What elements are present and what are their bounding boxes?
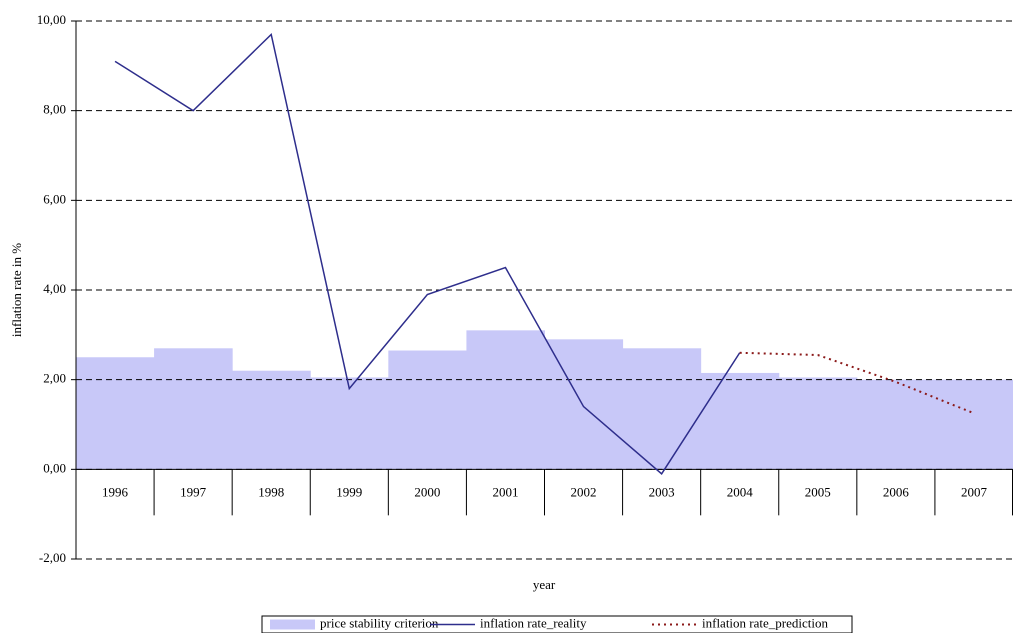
legend-box bbox=[261, 615, 853, 633]
y-tick-label: 8,00 bbox=[43, 102, 66, 117]
area-step bbox=[76, 357, 155, 470]
x-tick-label: 1996 bbox=[102, 484, 129, 499]
area-step bbox=[232, 370, 311, 470]
area-step bbox=[466, 330, 545, 470]
area-step bbox=[856, 379, 936, 470]
y-tick-label: -2,00 bbox=[39, 550, 66, 565]
area-step bbox=[154, 348, 233, 470]
x-axis-label: year bbox=[533, 577, 556, 592]
line-series bbox=[114, 32, 741, 475]
x-tick-label: 1998 bbox=[258, 484, 284, 499]
area-step bbox=[388, 350, 467, 470]
area-step bbox=[310, 377, 389, 470]
x-tick-label: 2003 bbox=[649, 484, 675, 499]
legend-label: price stability criterion bbox=[320, 615, 439, 630]
x-tick-label: 1999 bbox=[336, 484, 362, 499]
x-tick-label: 2002 bbox=[571, 484, 597, 499]
y-tick-label: 4,00 bbox=[43, 281, 66, 296]
x-tick-label: 2005 bbox=[805, 484, 831, 499]
x-tick-label: 2000 bbox=[414, 484, 440, 499]
y-tick-label: 10,00 bbox=[37, 12, 66, 27]
y-axis-label: inflation rate in % bbox=[9, 243, 24, 337]
y-tick-label: 6,00 bbox=[43, 191, 66, 206]
y-tick-label: 0,00 bbox=[43, 460, 66, 475]
area-step bbox=[622, 348, 702, 470]
x-tick-label: 2007 bbox=[961, 484, 988, 499]
x-tick-label: 2001 bbox=[492, 484, 518, 499]
x-tick-label: 2006 bbox=[883, 484, 910, 499]
legend-label: inflation rate_reality bbox=[480, 615, 587, 630]
area-step bbox=[700, 372, 780, 470]
legend-swatch bbox=[270, 619, 315, 630]
x-tick-label: 1997 bbox=[180, 484, 207, 499]
area-step bbox=[778, 377, 858, 470]
y-tick-label: 2,00 bbox=[43, 371, 66, 386]
x-tick-label: 2004 bbox=[727, 484, 754, 499]
area-step bbox=[934, 379, 1013, 470]
legend-label: inflation rate_prediction bbox=[702, 615, 828, 630]
